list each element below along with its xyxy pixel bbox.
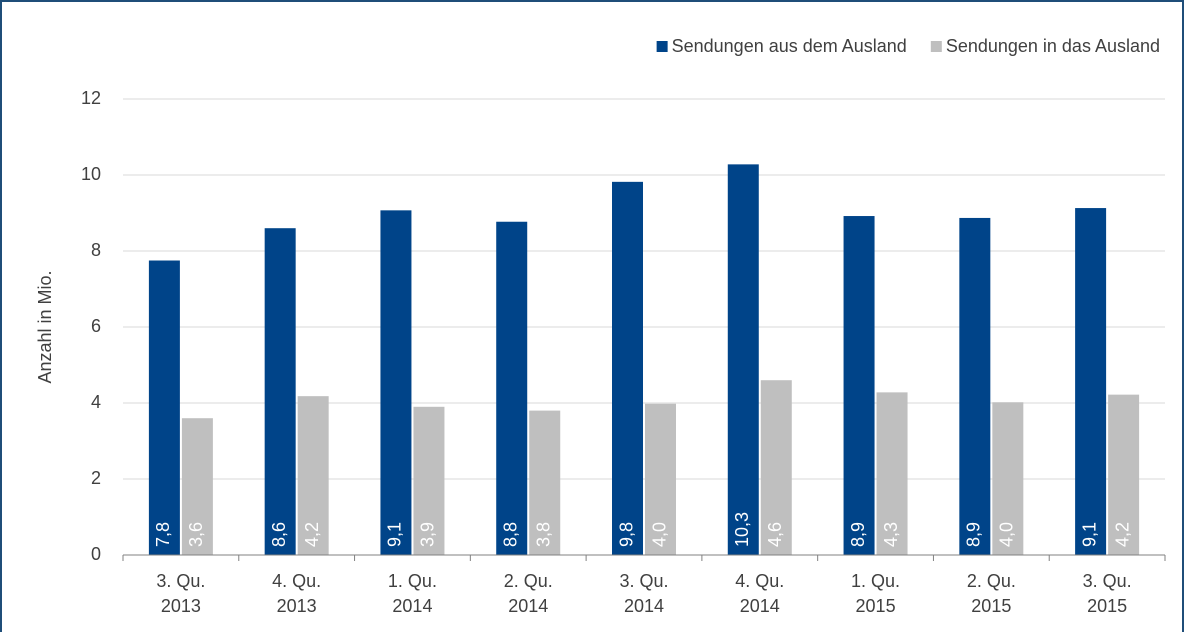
bar <box>529 410 561 555</box>
x-tick-label: 4. Qu. <box>735 571 784 591</box>
y-tick-label: 6 <box>91 316 101 336</box>
bar <box>843 216 875 556</box>
bar <box>297 396 329 555</box>
bar <box>496 221 528 556</box>
value-label: 8,8 <box>500 522 520 547</box>
value-label: 4,6 <box>765 522 785 547</box>
x-tick-label: 2015 <box>856 596 896 616</box>
bar <box>612 181 643 555</box>
y-tick-label: 12 <box>81 88 101 108</box>
legend-swatch <box>930 41 942 52</box>
x-tick-label: 3. Qu. <box>1083 571 1132 591</box>
x-tick-label: 2014 <box>392 596 432 616</box>
value-label: 7,8 <box>153 522 173 547</box>
y-tick-label: 8 <box>91 240 101 260</box>
x-tick-label: 2013 <box>277 596 317 616</box>
value-label: 4,3 <box>881 522 901 547</box>
x-tick-label: 2015 <box>971 596 1011 616</box>
bar <box>181 418 213 555</box>
x-tick-label: 2. Qu. <box>967 571 1016 591</box>
bar <box>380 210 412 555</box>
value-label: 9,1 <box>1079 522 1099 547</box>
y-axis-label: Anzahl in Mio. <box>35 270 55 383</box>
bar <box>1108 394 1140 555</box>
bar <box>959 217 991 555</box>
bar <box>876 392 908 555</box>
x-tick-label: 3. Qu. <box>156 571 205 591</box>
legend-label: Sendungen in das Ausland <box>946 36 1160 56</box>
x-tick-label: 4. Qu. <box>272 571 321 591</box>
x-tick-label: 3. Qu. <box>619 571 668 591</box>
bar <box>645 403 676 555</box>
x-tick-label: 2. Qu. <box>504 571 553 591</box>
value-label: 8,9 <box>964 522 984 547</box>
value-label: 3,8 <box>533 522 553 547</box>
bar <box>264 228 296 555</box>
value-label: 9,8 <box>616 522 636 547</box>
bar <box>727 164 759 556</box>
bar <box>148 260 180 555</box>
value-label: 8,6 <box>269 522 289 547</box>
value-label: 3,6 <box>186 522 206 547</box>
bar <box>413 406 445 555</box>
x-tick-label: 2015 <box>1087 596 1127 616</box>
y-tick-label: 4 <box>91 392 101 412</box>
bar <box>992 402 1024 555</box>
x-tick-label: 1. Qu. <box>851 571 900 591</box>
value-label: 4,2 <box>302 522 322 547</box>
x-tick-label: 2014 <box>508 596 548 616</box>
value-label: 10,3 <box>732 512 752 547</box>
bar <box>1075 208 1107 555</box>
x-tick-label: 2014 <box>624 596 664 616</box>
y-tick-label: 0 <box>91 544 101 564</box>
value-label: 9,1 <box>385 522 405 547</box>
x-tick-label: 2013 <box>161 596 201 616</box>
legend-label: Sendungen aus dem Ausland <box>672 36 907 56</box>
value-label: 8,9 <box>848 522 868 547</box>
value-label: 4,0 <box>997 522 1017 547</box>
bar <box>760 380 792 555</box>
value-label: 4,0 <box>649 522 669 547</box>
x-tick-label: 2014 <box>740 596 780 616</box>
value-label: 4,2 <box>1112 522 1132 547</box>
x-tick-label: 1. Qu. <box>388 571 437 591</box>
y-tick-label: 2 <box>91 468 101 488</box>
legend-swatch <box>656 41 668 52</box>
y-tick-label: 10 <box>81 164 101 184</box>
value-label: 3,9 <box>418 522 438 547</box>
